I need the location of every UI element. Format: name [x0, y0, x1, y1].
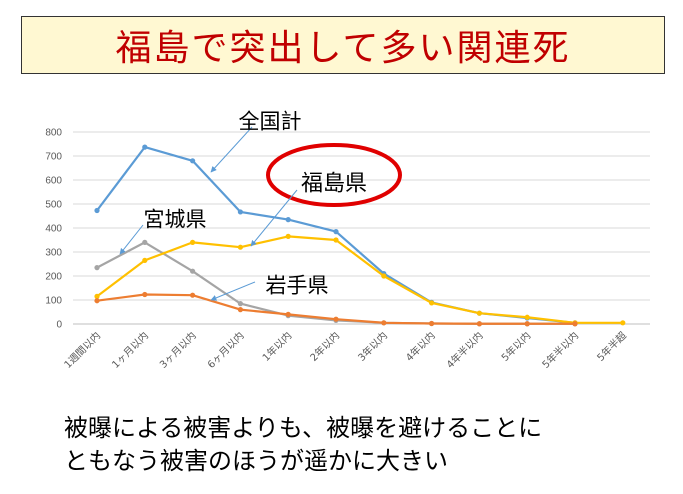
- data-point: [142, 239, 148, 245]
- data-point: [142, 144, 148, 150]
- x-tick-label: 1ヶ月以内: [109, 329, 151, 371]
- annotation-arrow: [210, 281, 256, 301]
- annotation-arrow: [250, 189, 298, 247]
- caption-line-1: 被曝による被害よりも、被曝を避けることに: [64, 414, 543, 442]
- data-point: [524, 314, 530, 320]
- annotation-arrow: [119, 224, 144, 255]
- data-point: [476, 321, 482, 327]
- data-point: [142, 257, 148, 263]
- data-point: [381, 320, 387, 326]
- annotation-label: 宮城県: [144, 207, 207, 231]
- y-tick-label: 0: [56, 320, 62, 331]
- y-tick-label: 500: [45, 200, 62, 211]
- data-point: [190, 292, 196, 298]
- x-tick-label: 2年以内: [307, 329, 342, 364]
- x-tick-label: 1週間以内: [61, 329, 103, 371]
- data-point: [94, 298, 100, 304]
- slide-title: 福島で突出して多い関連死: [115, 28, 571, 69]
- data-point: [142, 291, 148, 298]
- data-point: [94, 265, 100, 271]
- series-line: [96, 241, 575, 325]
- x-tick-label: 6ヶ月以内: [205, 329, 247, 371]
- data-point: [620, 320, 626, 326]
- series-line: [96, 235, 623, 324]
- y-tick-label: 700: [45, 152, 62, 163]
- y-tick-label: 600: [45, 176, 62, 187]
- x-tick-label: 5年半超: [594, 329, 629, 364]
- x-tick-label: 3ヶ月以内: [157, 329, 199, 371]
- y-tick-label: 200: [45, 272, 62, 283]
- x-tick-label: 5年半以内: [539, 329, 581, 371]
- data-point: [190, 158, 196, 164]
- data-point: [190, 239, 196, 245]
- title-box: 福島で突出して多い関連死: [21, 16, 665, 74]
- data-point: [333, 229, 339, 235]
- data-point: [381, 273, 387, 279]
- data-point: [476, 310, 482, 316]
- x-tick-label: 4年半以内: [444, 329, 486, 371]
- data-point: [285, 233, 291, 239]
- data-point: [237, 244, 243, 250]
- data-point: [237, 307, 243, 313]
- data-point: [429, 320, 435, 327]
- data-point: [190, 268, 196, 274]
- data-point: [285, 217, 291, 223]
- annotation-arrow: [210, 126, 253, 173]
- x-tick-label: 4年以内: [403, 329, 438, 364]
- slide-caption: 被曝による被害よりも、被曝を避けることに ともなう被害のほうが遥かに大きい: [64, 412, 664, 478]
- y-tick-label: 100: [45, 296, 62, 307]
- data-point: [237, 209, 243, 215]
- annotation-label: 岩手県: [266, 273, 329, 297]
- data-point: [237, 301, 243, 307]
- data-point: [94, 207, 100, 214]
- x-tick-label: 1年以内: [259, 329, 294, 364]
- y-tick-label: 400: [45, 224, 62, 235]
- data-point: [94, 293, 100, 299]
- annotation-label: 全国計: [239, 109, 302, 133]
- annotation-label: 福島県: [301, 172, 367, 197]
- data-point: [333, 237, 339, 243]
- data-point: [524, 321, 530, 327]
- y-tick-label: 800: [45, 128, 62, 139]
- x-tick-label: 3年以内: [355, 329, 390, 364]
- data-point: [285, 311, 291, 317]
- data-point: [333, 316, 339, 322]
- y-tick-label: 300: [45, 248, 62, 259]
- caption-line-2: ともなう被害のほうが遥かに大きい: [64, 447, 448, 475]
- highlight-circle: [266, 143, 402, 207]
- data-point: [429, 300, 435, 306]
- data-point: [572, 321, 578, 327]
- x-tick-label: 5年以内: [498, 329, 533, 364]
